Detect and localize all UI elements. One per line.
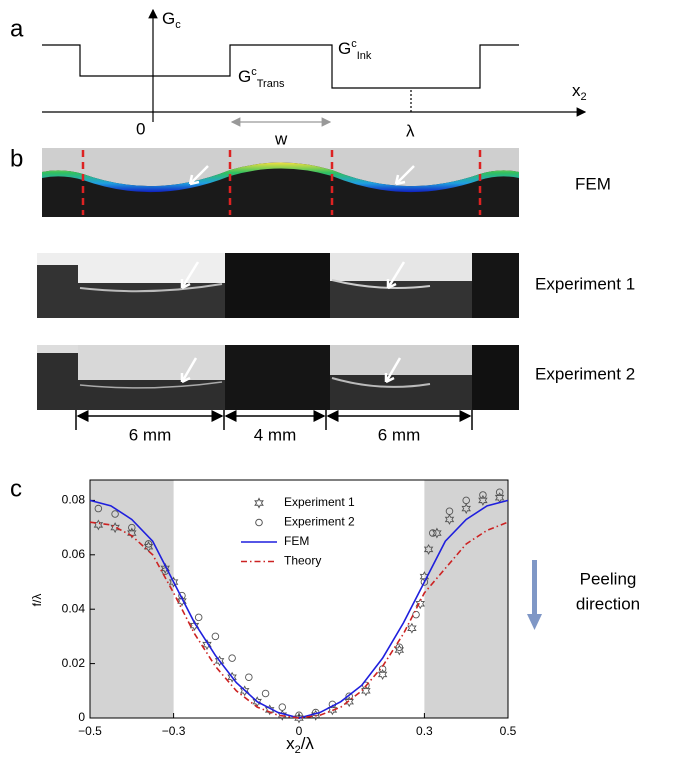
- y-axis-label: f/λ: [30, 594, 44, 607]
- shaded-region: [90, 480, 174, 718]
- legend-label: FEM: [284, 534, 309, 548]
- dimension-label: 4 mm: [254, 425, 297, 444]
- experiment-image: [37, 345, 519, 410]
- plot: −0.5 −0.3 0 0.3 0.5 0 0.02 0.04 0.06 0.08 Experime…: [62, 479, 517, 738]
- annotation: direction: [576, 594, 640, 613]
- circle-marker: [429, 529, 437, 537]
- star-marker: [177, 595, 187, 607]
- dimension-label: 6 mm: [378, 425, 421, 444]
- star-marker: [407, 622, 417, 634]
- period-label: λ: [406, 121, 415, 140]
- star-marker: [110, 522, 120, 534]
- star-marker: [394, 644, 405, 656]
- circle-marker: [420, 578, 429, 586]
- circle-marker: [278, 703, 287, 711]
- circle-marker: [228, 654, 236, 662]
- star-marker: [214, 655, 225, 667]
- y-tick-label: 0.06: [62, 547, 86, 561]
- level-label: GcTrans: [238, 66, 285, 90]
- annotation: Peeling: [580, 569, 637, 588]
- circle-marker: [495, 488, 504, 496]
- row-label: Experiment 2: [535, 364, 635, 383]
- x-tick-label: 0: [296, 724, 303, 738]
- circle-marker: [462, 496, 470, 505]
- star-marker: [361, 685, 371, 697]
- star-marker: [461, 503, 471, 515]
- axis-label: Gc: [162, 9, 181, 30]
- circle-marker: [345, 692, 353, 700]
- x-tick-label: 0.5: [500, 724, 517, 738]
- star-marker: [444, 513, 455, 525]
- level-label: GcInk: [338, 38, 372, 62]
- legend-label: Theory: [284, 554, 321, 568]
- dimension-label: 6 mm: [129, 425, 172, 444]
- legend-label: Experiment 2: [284, 515, 355, 529]
- gc-profile: [42, 44, 519, 89]
- circle-marker: [94, 504, 103, 513]
- peel-arrow: [527, 560, 542, 630]
- y-tick-label: 0.02: [62, 656, 86, 670]
- y-tick-label: 0.08: [62, 493, 86, 507]
- star-marker: [344, 696, 354, 708]
- x-tick-label: 0.3: [416, 724, 433, 738]
- star-marker: [423, 543, 434, 555]
- circle-marker: [194, 613, 203, 622]
- star-marker: [143, 541, 154, 553]
- star-marker: [294, 712, 304, 724]
- star-marker: [415, 598, 425, 610]
- axis-label: x2: [572, 81, 587, 102]
- star-marker: [227, 671, 237, 683]
- circle-marker: [412, 610, 420, 619]
- width-label: w: [274, 129, 288, 148]
- x-tick-label: −0.5: [78, 724, 102, 738]
- star-marker: [202, 639, 212, 651]
- star-marker: [189, 619, 200, 631]
- star-marker: [377, 669, 388, 681]
- shaded-region: [424, 480, 508, 718]
- circle-marker: [245, 673, 253, 681]
- star-marker: [160, 562, 170, 574]
- experiment-image: [37, 253, 519, 318]
- star-marker: [168, 576, 179, 588]
- circle-marker: [144, 540, 153, 548]
- circle-marker: [211, 632, 220, 641]
- x-tick-label: −0.3: [162, 724, 186, 738]
- circle-marker: [128, 523, 136, 532]
- star-marker: [239, 685, 250, 697]
- circle-marker: [395, 643, 404, 652]
- panel-label: b: [10, 145, 23, 172]
- x-axis-label: x2/λ: [286, 734, 314, 755]
- star-marker: [432, 527, 442, 539]
- circle-marker: [445, 507, 454, 516]
- row-label: Experiment 1: [535, 274, 635, 293]
- dimension-lines: [75, 410, 473, 430]
- panel-label: c: [10, 475, 22, 502]
- series-line: [89, 499, 509, 719]
- y-tick-label: 0: [78, 710, 85, 724]
- circle-marker: [261, 689, 270, 698]
- origin-label: 0: [136, 119, 145, 138]
- row-label: FEM: [575, 174, 611, 193]
- step-diagram: [42, 8, 587, 127]
- y-tick-label: 0.04: [62, 601, 86, 615]
- star-marker: [127, 527, 137, 539]
- star-marker: [264, 704, 275, 716]
- panel-label: a: [10, 15, 24, 42]
- circle-marker: [111, 510, 119, 518]
- legend-marker: [254, 497, 264, 509]
- legend-marker: [255, 518, 263, 527]
- fem-image: [42, 148, 519, 217]
- circle-marker: [479, 491, 487, 499]
- legend-label: Experiment 1: [284, 495, 355, 509]
- star-marker: [478, 494, 488, 506]
